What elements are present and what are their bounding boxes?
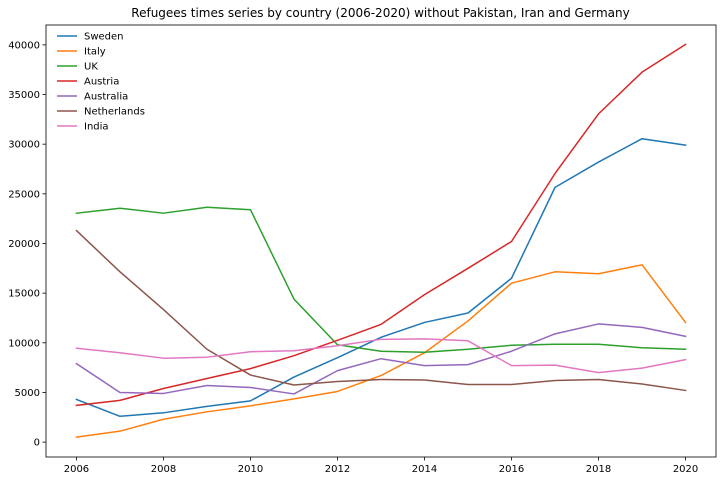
y-tick-label: 40000 (8, 40, 40, 51)
y-tick-label: 0 (34, 438, 40, 449)
y-tick-label: 5000 (15, 388, 40, 399)
x-axis: 2006 2008 2010 2012 2014 2016 2018 2020 (64, 457, 698, 475)
legend-label: Sweden (84, 32, 124, 43)
legend-label: Italy (84, 47, 106, 58)
plot-area (45, 24, 717, 458)
legend-label: Austria (84, 77, 119, 88)
series-line-netherlands (75, 229, 687, 392)
x-tick-label: 2020 (673, 464, 698, 475)
legend-label: Netherlands (84, 107, 145, 118)
legend-label: Australia (84, 92, 128, 103)
series-line-india (75, 338, 687, 374)
y-tick-label: 30000 (8, 140, 40, 151)
series-line-italy (75, 264, 687, 438)
series-lines (75, 43, 687, 438)
series-line-australia (75, 323, 687, 395)
x-tick-label: 2018 (586, 464, 611, 475)
series-line-sweden (75, 137, 687, 418)
legend-label: UK (84, 62, 98, 73)
series-line-austria (75, 43, 687, 407)
y-tick-label: 35000 (8, 90, 40, 101)
y-tick-label: 20000 (8, 239, 40, 250)
y-axis: 0 5000 10000 15000 20000 25000 30000 35000 40000 (8, 40, 46, 449)
x-tick-label: 2006 (64, 464, 89, 475)
x-tick-label: 2016 (499, 464, 524, 475)
chart-title: Refugees times series by country (2006-2… (131, 6, 629, 20)
series-line-uk (75, 206, 687, 353)
x-tick-label: 2008 (151, 464, 176, 475)
plot-frame (45, 24, 717, 458)
legend: Sweden Italy UK Austria Australia Netherlands… (57, 32, 145, 133)
x-tick-label: 2014 (412, 464, 437, 475)
legend-label: India (84, 122, 109, 133)
x-tick-label: 2010 (238, 464, 263, 475)
y-tick-label: 15000 (8, 289, 40, 300)
x-tick-label: 2012 (325, 464, 350, 475)
y-tick-label: 25000 (8, 189, 40, 200)
y-tick-label: 10000 (8, 338, 40, 349)
